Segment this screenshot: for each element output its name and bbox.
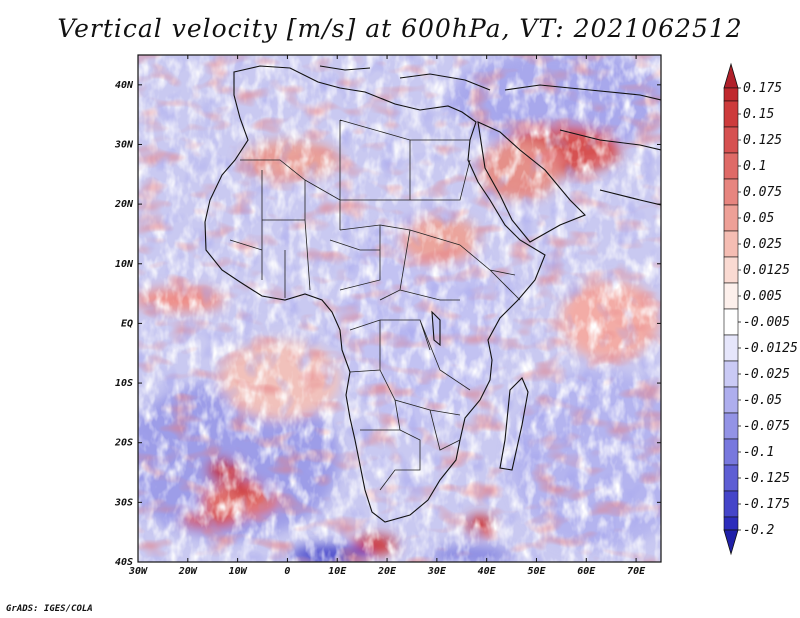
y-tick-label: 10N (115, 259, 134, 270)
y-tick-label: 20N (114, 199, 134, 210)
y-tick-label: 10S (115, 378, 133, 389)
chart-title: Vertical velocity [m/s] at 600hPa, VT: 2… (57, 14, 743, 43)
colorbar-label: -0.05 (743, 393, 782, 408)
coastlines (204, 65, 661, 523)
y-tick-label: 40N (115, 80, 134, 91)
colorbar-swatch (723, 230, 739, 258)
y-tick-label: 20S (114, 438, 133, 449)
x-tick-label: 10W (229, 566, 248, 577)
y-axis: 40N 30N 20N 10N EQ 10S 20S 30S 40S (114, 80, 661, 568)
country-borders (229, 119, 521, 491)
x-tick-label: 60E (577, 566, 596, 577)
colorbar-swatch (723, 152, 739, 180)
x-tick-label: 50E (527, 566, 546, 577)
colorbar-swatch (723, 256, 739, 284)
x-axis: 30W 20W 10W 0 10E 20E 30E 40E 50E 60E 70E (128, 55, 646, 577)
x-tick-label: 30W (128, 566, 148, 577)
colorbar-swatch (723, 412, 739, 440)
colorbar-label: -0.2 (743, 523, 774, 538)
colorbar-label: 0.075 (743, 185, 782, 200)
colorbar: 0.175 0.15 0.125 0.1 0.075 0.05 0.025 0.0125 0.0… (723, 62, 798, 556)
y-tick-label: 40S (115, 557, 133, 568)
colorbar-label: 0.025 (743, 237, 782, 252)
colorbar-swatch (723, 516, 739, 531)
colorbar-label: 0.005 (743, 289, 782, 304)
x-tick-label: 20W (178, 566, 198, 577)
colorbar-label: 0.0125 (743, 263, 790, 278)
colorbar-swatch (723, 464, 739, 492)
colorbar-swatch (723, 490, 739, 518)
colorbar-label: -0.1 (743, 445, 774, 460)
colorbar-bottom-arrow (723, 529, 739, 556)
colorbar-swatch (723, 87, 739, 102)
colorbar-label: 0.15 (743, 107, 774, 122)
x-tick-label: 40E (478, 566, 497, 577)
y-tick-label: EQ (121, 318, 133, 329)
colorbar-swatch (723, 178, 739, 206)
colorbar-label: -0.025 (743, 367, 790, 382)
colorbar-label: 0.125 (743, 133, 782, 148)
colorbar-label: -0.125 (743, 471, 790, 486)
colorbar-swatch (723, 334, 739, 362)
colorbar-swatch (723, 438, 739, 466)
colorbar-label: -0.0125 (743, 341, 798, 356)
colorbar-label: 0.175 (743, 81, 782, 96)
colorbar-label: -0.175 (743, 497, 790, 512)
colorbar-label: 0.1 (743, 159, 766, 174)
x-tick-label: 30E (427, 566, 447, 577)
colorbar-swatch (723, 360, 739, 388)
grads-credit: GrADS: IGES/COLA (6, 604, 93, 614)
x-tick-label: 10E (328, 566, 347, 577)
x-tick-label: 70E (627, 566, 646, 577)
colorbar-swatch (723, 282, 739, 310)
y-tick-label: 30S (114, 497, 133, 508)
colorbar-top-arrow (723, 62, 739, 89)
colorbar-swatch (723, 100, 739, 128)
colorbar-label: -0.075 (743, 419, 790, 434)
colorbar-label: 0.05 (743, 211, 774, 226)
y-tick-label: 30N (114, 139, 134, 150)
x-tick-label: 0 (284, 566, 290, 577)
colorbar-swatch (723, 308, 739, 336)
velocity-field (138, 55, 661, 562)
colorbar-swatch (723, 126, 739, 154)
colorbar-swatch (723, 386, 739, 414)
colorbar-label: -0.005 (743, 315, 790, 330)
map-frame (137, 54, 662, 563)
x-tick-label: 20E (377, 566, 397, 577)
colorbar-swatch (723, 204, 739, 232)
